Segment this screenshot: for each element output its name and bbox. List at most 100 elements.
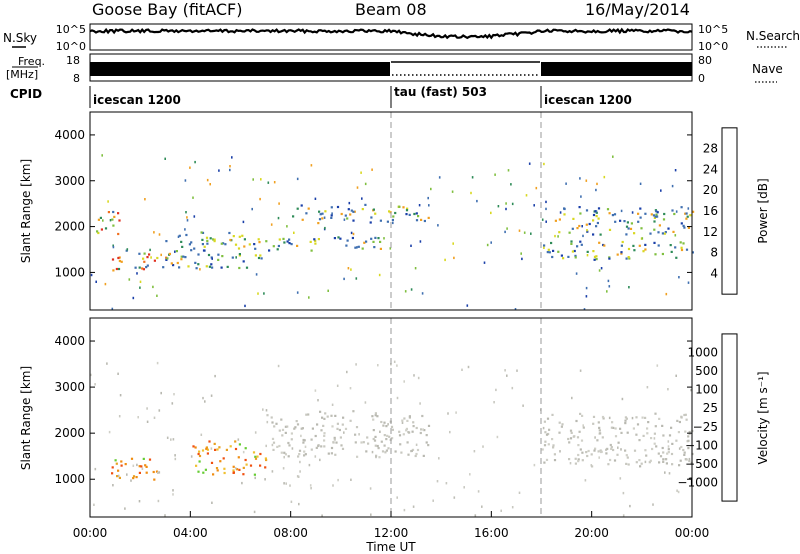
- echo-cell: [222, 242, 225, 245]
- echo-cell: [620, 431, 623, 434]
- echo-cell: [655, 213, 658, 216]
- echo-cell: [224, 243, 227, 246]
- scatter-cell: [186, 219, 189, 222]
- echo-cell: [558, 421, 561, 424]
- scatter-cell: [211, 501, 213, 504]
- echo-cell: [425, 441, 428, 444]
- echo-cell: [226, 265, 229, 268]
- echo-cell: [379, 240, 382, 243]
- echo-cell: [670, 426, 673, 429]
- scatter-cell: [403, 380, 405, 383]
- echo-cell: [322, 424, 325, 427]
- echo-cell: [543, 420, 546, 423]
- scatter-cell: [466, 304, 469, 307]
- scatter-cell: [211, 257, 213, 260]
- echo-cell: [211, 266, 214, 269]
- scatter-cell: [678, 276, 680, 279]
- scatter-cell: [482, 445, 484, 448]
- echo-cell: [112, 224, 115, 227]
- echo-cell: [405, 209, 409, 212]
- echo-cell: [282, 237, 285, 240]
- echo-cell: [551, 438, 554, 441]
- echo-cell: [309, 240, 312, 243]
- echo-cell: [243, 245, 246, 248]
- scatter-cell: [594, 436, 596, 439]
- scatter-cell: [364, 182, 367, 186]
- echo-cell: [254, 455, 257, 458]
- scatter-cell: [518, 491, 521, 494]
- echo-cell: [118, 219, 121, 222]
- scatter-cell: [251, 207, 253, 211]
- scatter-cell: [596, 182, 598, 186]
- scatter-cell: [157, 471, 159, 474]
- scatter-cell: [585, 286, 588, 290]
- echo-cell: [259, 464, 262, 467]
- echo-cell: [572, 435, 575, 438]
- scatter-cell: [518, 229, 521, 232]
- echo-cell: [135, 476, 138, 479]
- echo-cell: [626, 221, 629, 224]
- echo-cell: [639, 216, 642, 219]
- echo-cell: [113, 215, 116, 218]
- echo-cell: [548, 428, 551, 431]
- echo-cell: [627, 247, 631, 251]
- echo-cell: [341, 423, 344, 426]
- scatter-cell: [481, 505, 483, 508]
- echo-cell: [321, 416, 324, 419]
- scatter-cell: [139, 286, 141, 289]
- scatter-cell: [586, 229, 588, 232]
- echo-cell: [684, 430, 687, 433]
- echo-cell: [111, 472, 114, 475]
- echo-cell: [198, 460, 201, 463]
- power-colorbar-title: Power [dB]: [756, 178, 770, 243]
- echo-cell: [398, 205, 401, 208]
- scatter-cell: [507, 169, 510, 172]
- echo-cell: [208, 440, 211, 443]
- echo-cell: [616, 253, 619, 256]
- echo-cell: [385, 449, 388, 452]
- scatter-cell: [575, 272, 578, 275]
- echo-cell: [213, 442, 216, 445]
- echo-cell: [372, 418, 375, 421]
- echo-cell: [321, 212, 324, 215]
- scatter-cell: [193, 215, 196, 218]
- echo-cell: [249, 464, 253, 467]
- scatter-cell: [511, 202, 514, 206]
- scatter-cell: [358, 433, 360, 436]
- echo-cell: [194, 446, 197, 449]
- y-tick-label: 1000: [54, 472, 85, 486]
- echo-cell: [168, 252, 171, 255]
- echo-cell: [611, 214, 614, 217]
- echo-cell: [421, 414, 424, 418]
- echo-cell: [558, 431, 561, 434]
- echo-cell: [134, 266, 137, 269]
- echo-cell: [342, 416, 345, 419]
- scatter-cell: [490, 241, 492, 244]
- echo-cell: [578, 224, 581, 228]
- echo-cell: [543, 461, 546, 464]
- echo-cell: [115, 462, 118, 465]
- echo-cell: [415, 426, 418, 430]
- scatter-cell: [190, 455, 193, 458]
- echo-cell: [553, 459, 557, 462]
- echo-cell: [252, 451, 256, 454]
- echo-cell: [310, 249, 313, 252]
- echo-cell: [570, 242, 573, 245]
- echo-cell: [248, 243, 251, 246]
- echo-cell: [219, 460, 222, 463]
- echo-cell: [550, 241, 553, 245]
- echo-cell: [145, 465, 148, 468]
- echo-cell: [653, 432, 656, 435]
- scatter-cell: [346, 370, 348, 374]
- noise-sky-label: N.Sky: [3, 31, 37, 45]
- scatter-cell: [164, 157, 166, 160]
- echo-cell: [209, 237, 212, 240]
- echo-cell: [423, 429, 426, 432]
- scatter-cell: [118, 415, 121, 418]
- scatter-cell: [186, 216, 188, 219]
- echo-cell: [231, 256, 234, 259]
- echo-cell: [569, 437, 573, 440]
- nave-tick-bottom: 0: [698, 72, 705, 85]
- scatter-cell: [483, 261, 486, 264]
- echo-cell: [335, 441, 338, 444]
